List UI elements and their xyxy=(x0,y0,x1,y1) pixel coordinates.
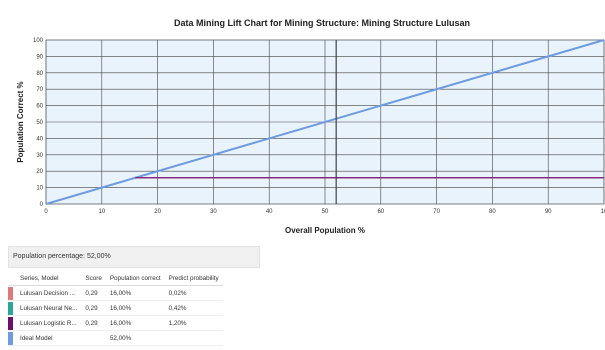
x-tick-label: 10 xyxy=(98,209,105,215)
population-percentage-label: Population percentage: 52,00% xyxy=(13,253,111,260)
x-tick-label: 10 xyxy=(601,209,605,215)
series-color-swatch-fill xyxy=(8,301,13,315)
series-score: 0,29 xyxy=(81,285,106,301)
x-tick-label: 90 xyxy=(545,209,552,215)
series-predict-probability: 0,42% xyxy=(164,300,223,316)
series-model-name: Lulusan Logistic R... xyxy=(16,315,82,331)
series-color-swatch xyxy=(8,300,16,316)
legend-row[interactable]: Ideal Model 52,00% xyxy=(8,330,223,346)
y-tick-label: 0 xyxy=(40,202,44,208)
y-tick-label: 80 xyxy=(36,71,43,77)
x-tick-label: 30 xyxy=(210,209,217,215)
x-tick-label: 80 xyxy=(489,209,496,215)
series-score: 0,29 xyxy=(81,315,106,331)
y-tick-label: 70 xyxy=(36,87,43,93)
x-tick-label: 40 xyxy=(266,209,273,215)
y-axis-label: Population Correct % xyxy=(16,81,25,162)
column-header-predict-probability[interactable]: Predict probability xyxy=(164,271,223,286)
population-percentage-header: Population percentage: 52,00% xyxy=(8,246,260,268)
y-axis-ticks: 0 10 20 30 40 50 60 70 80 90 100 xyxy=(33,38,44,208)
column-header-population-correct[interactable]: Population correct xyxy=(105,271,165,286)
legend-row[interactable]: Lulusan Decision ... 0,29 16,00% 0,02% xyxy=(8,285,223,301)
x-tick-label: 50 xyxy=(322,209,329,215)
series-population-correct: 16,00% xyxy=(105,285,165,301)
series-population-correct: 52,00% xyxy=(105,330,165,346)
y-tick-label: 40 xyxy=(36,136,43,142)
grid xyxy=(45,39,605,205)
series-line xyxy=(45,39,605,205)
lift-chart: Data Mining Lift Chart for Mining Struct… xyxy=(16,18,605,235)
y-tick-label: 60 xyxy=(36,104,43,110)
y-tick-label: 100 xyxy=(33,38,44,44)
y-tick-label: 30 xyxy=(36,153,43,159)
x-tick-label: 20 xyxy=(154,209,161,215)
series-model-name: Lulusan Decision ... xyxy=(16,285,82,301)
series-population-correct: 16,00% xyxy=(105,300,165,316)
series-score xyxy=(81,330,106,346)
column-header-score[interactable]: Score xyxy=(81,271,106,286)
y-tick-label: 50 xyxy=(36,120,43,126)
legend-table: Series, Model Score Population correct P… xyxy=(8,271,223,346)
series-model-name: Ideal Model xyxy=(16,330,82,346)
series-color-swatch xyxy=(8,315,16,331)
series-model-name: Lulusan Neural Ne... xyxy=(16,300,82,316)
x-tick-label: 0 xyxy=(44,209,48,215)
x-tick-label: 70 xyxy=(433,209,440,215)
legend-row[interactable]: Lulusan Logistic R... 0,29 16,00% 1,20% xyxy=(8,315,223,331)
column-header-series-model[interactable]: Series, Model xyxy=(16,271,82,286)
y-tick-label: 90 xyxy=(36,54,43,60)
legend-panel: Population percentage: 52,00% Series, Mo… xyxy=(8,246,260,349)
series-score: 0,29 xyxy=(81,300,106,316)
series-lines xyxy=(45,39,605,205)
series-color-swatch xyxy=(8,285,16,301)
swatch-column-header xyxy=(8,271,16,286)
series-color-swatch-fill xyxy=(8,331,13,345)
series-population-correct: 16,00% xyxy=(105,315,165,331)
x-axis-label: Overall Population % xyxy=(285,226,365,235)
legend-header-row: Series, Model Score Population correct P… xyxy=(8,271,223,286)
x-tick-label: 60 xyxy=(377,209,384,215)
series-predict-probability: 0,02% xyxy=(164,285,223,301)
series-color-swatch-fill xyxy=(8,286,13,300)
series-color-swatch xyxy=(8,330,16,346)
series-color-swatch-fill xyxy=(8,316,13,330)
x-axis-ticks: 0 10 20 30 40 50 60 70 80 90 10 xyxy=(44,209,605,215)
series-predict-probability: 1,20% xyxy=(164,315,223,331)
y-tick-label: 20 xyxy=(36,169,43,175)
y-tick-label: 10 xyxy=(36,186,43,192)
chart-title: Data Mining Lift Chart for Mining Struct… xyxy=(174,18,470,28)
series-predict-probability xyxy=(164,330,223,346)
legend-row[interactable]: Lulusan Neural Ne... 0,29 16,00% 0,42% xyxy=(8,300,223,316)
